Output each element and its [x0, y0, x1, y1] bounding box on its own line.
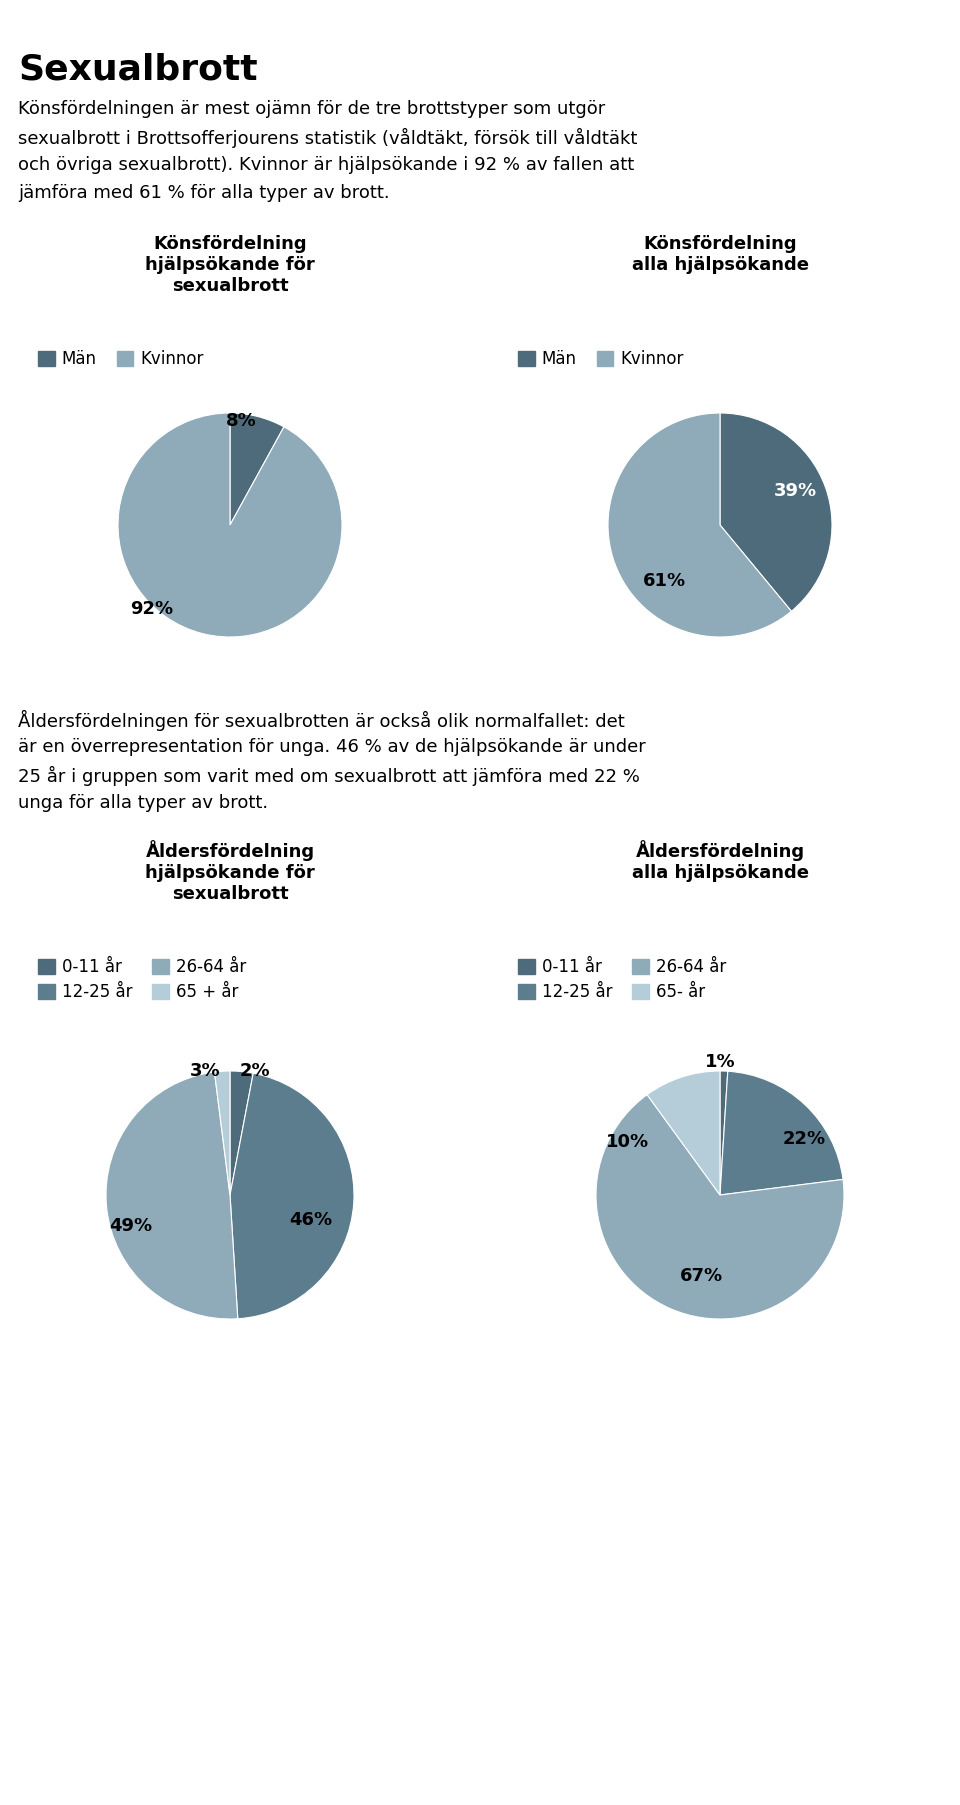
- Text: 2%: 2%: [239, 1061, 270, 1079]
- Wedge shape: [214, 1070, 230, 1195]
- Text: 61%: 61%: [642, 572, 685, 590]
- Text: 49%: 49%: [109, 1217, 153, 1235]
- Wedge shape: [720, 413, 832, 612]
- Wedge shape: [106, 1072, 238, 1319]
- Text: är en överrepresentation för unga. 46 % av de hjälpsökande är under: är en överrepresentation för unga. 46 % …: [18, 738, 646, 756]
- Text: sexualbrott i Brottsofferjourens statistik (våldtäkt, försök till våldtäkt: sexualbrott i Brottsofferjourens statist…: [18, 128, 637, 148]
- Text: Könsfördelning
alla hjälpsökande: Könsfördelning alla hjälpsökande: [632, 235, 808, 274]
- Text: Åldersfördelningen för sexualbrotten är också olik normalfallet: det: Åldersfördelningen för sexualbrotten är …: [18, 709, 625, 731]
- Wedge shape: [230, 1070, 253, 1195]
- Legend: 0-11 år, 12-25 år, 26-64 år, 65 + år: 0-11 år, 12-25 år, 26-64 år, 65 + år: [38, 958, 246, 1002]
- Text: 25 år i gruppen som varit med om sexualbrott att jämföra med 22 %: 25 år i gruppen som varit med om sexualb…: [18, 765, 640, 787]
- Wedge shape: [720, 1070, 843, 1195]
- Text: 3%: 3%: [190, 1061, 221, 1079]
- Text: 39%: 39%: [774, 482, 817, 500]
- Text: Åldersfördelning
hjälpsökande för
sexualbrott: Åldersfördelning hjälpsökande för sexual…: [145, 839, 315, 902]
- Text: Åldersfördelning
alla hjälpsökande: Åldersfördelning alla hjälpsökande: [632, 839, 808, 883]
- Text: och övriga sexualbrott). Kvinnor är hjälpsökande i 92 % av fallen att: och övriga sexualbrott). Kvinnor är hjäl…: [18, 155, 635, 173]
- Wedge shape: [596, 1094, 844, 1319]
- Wedge shape: [118, 413, 342, 637]
- Wedge shape: [230, 1074, 354, 1319]
- Legend: Män, Kvinnor: Män, Kvinnor: [518, 350, 684, 368]
- Wedge shape: [720, 1070, 728, 1195]
- Text: 10%: 10%: [606, 1134, 649, 1152]
- Text: 67%: 67%: [680, 1267, 723, 1285]
- Legend: 0-11 år, 12-25 år, 26-64 år, 65- år: 0-11 år, 12-25 år, 26-64 år, 65- år: [518, 958, 726, 1002]
- Text: Sexualbrott: Sexualbrott: [18, 52, 257, 87]
- Text: Könsfördelning
hjälpsökande för
sexualbrott: Könsfördelning hjälpsökande för sexualbr…: [145, 235, 315, 294]
- Wedge shape: [608, 413, 791, 637]
- Text: Könsfördelningen är mest ojämn för de tre brottstyper som utgör: Könsfördelningen är mest ojämn för de tr…: [18, 99, 605, 117]
- Text: unga för alla typer av brott.: unga för alla typer av brott.: [18, 794, 268, 812]
- Text: 22%: 22%: [782, 1130, 826, 1148]
- Text: 1%: 1%: [705, 1052, 735, 1070]
- Wedge shape: [647, 1070, 720, 1195]
- Legend: Män, Kvinnor: Män, Kvinnor: [38, 350, 204, 368]
- Wedge shape: [230, 413, 284, 525]
- Text: jämföra med 61 % för alla typer av brott.: jämföra med 61 % för alla typer av brott…: [18, 184, 390, 202]
- Text: 46%: 46%: [289, 1211, 332, 1229]
- Text: 92%: 92%: [130, 599, 173, 617]
- Text: 8%: 8%: [226, 412, 256, 430]
